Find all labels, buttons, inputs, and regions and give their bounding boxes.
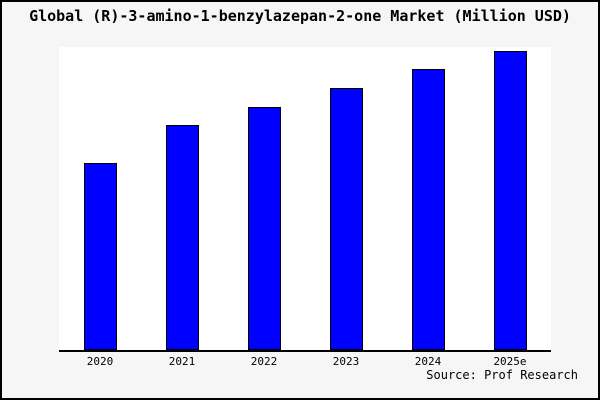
x-tick-label-2020: 2020 — [86, 355, 114, 368]
x-tick-label-2024: 2024 — [414, 355, 442, 368]
x-tick-label-2023: 2023 — [332, 355, 360, 368]
x-tick-label-2021: 2021 — [168, 355, 196, 368]
chart-title: Global (R)-3-amino-1-benzylazepan-2-one … — [29, 7, 571, 25]
source-text: Source: Prof Research — [426, 368, 578, 382]
bar-2020 — [83, 162, 117, 350]
bar-2023 — [329, 87, 363, 350]
bar-2025e — [493, 50, 527, 350]
bar-2022 — [247, 106, 281, 350]
x-tick-label-2025e: 2025e — [493, 355, 527, 368]
x-tick-label-2022: 2022 — [250, 355, 278, 368]
bar-2021 — [165, 125, 199, 350]
bar-2024 — [411, 69, 445, 350]
x-axis-tick-labels: 2020 2021 2022 2023 2024 2025e — [59, 355, 551, 369]
plot-area — [59, 47, 551, 352]
